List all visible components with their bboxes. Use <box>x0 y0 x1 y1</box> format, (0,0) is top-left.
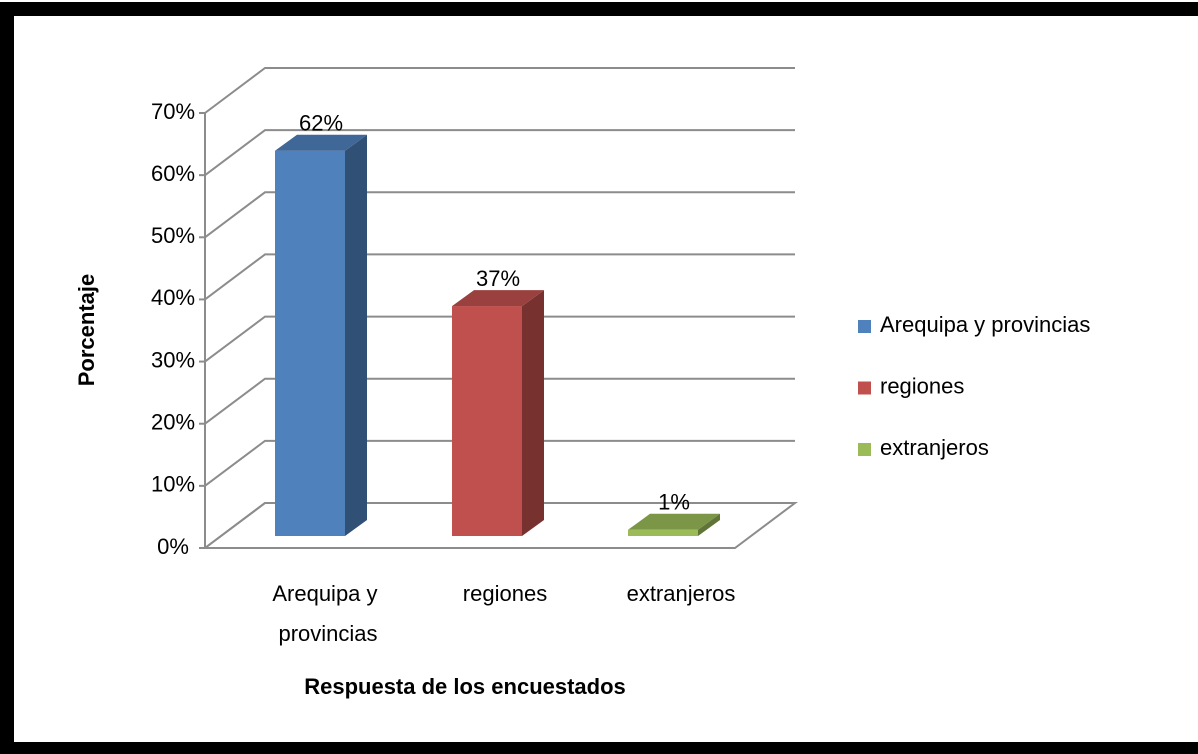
bar-front <box>275 150 345 536</box>
legend-label: regiones <box>880 373 964 398</box>
value-label: 1% <box>658 490 690 515</box>
legend-swatch <box>858 381 871 395</box>
y-tick-label: 60% <box>151 161 195 186</box>
y-tick-label: 70% <box>151 99 195 124</box>
grid-line <box>204 253 795 301</box>
y-tick-label: 10% <box>151 472 195 497</box>
legend-swatch <box>858 443 871 456</box>
x-tick-line: provincias <box>278 621 377 646</box>
legend-swatch <box>858 320 871 333</box>
x-tick-label: extranjeros <box>627 581 736 606</box>
y-tick-label: 20% <box>151 410 195 435</box>
y-tick-label: 50% <box>151 223 195 248</box>
bar-front <box>452 306 522 536</box>
y-tick-label: 30% <box>151 347 195 372</box>
legend-label: extranjeros <box>880 435 989 460</box>
grid-line <box>204 439 795 487</box>
bar <box>628 513 720 536</box>
bar-side <box>345 134 367 536</box>
x-tick-label: regiones <box>463 581 547 606</box>
grid-line <box>204 191 795 239</box>
value-label: 37% <box>476 266 520 291</box>
value-label: 62% <box>299 111 343 136</box>
bar-side <box>522 290 544 536</box>
x-tick-line: Arequipa y <box>272 581 383 606</box>
grid-line <box>204 502 795 549</box>
y-tick-label: 40% <box>151 285 195 310</box>
bar <box>275 134 367 536</box>
bar-front <box>628 529 698 536</box>
x-tick-label: Arequipa y provincias <box>272 581 383 646</box>
y-axis-title: Porcentaje <box>74 274 99 387</box>
bar <box>452 290 544 536</box>
bar-top <box>452 290 544 307</box>
x-axis-title: Respuesta de los encuestados <box>304 674 626 699</box>
grid-line <box>204 67 795 114</box>
bar-top <box>628 513 720 530</box>
grid-line <box>204 377 795 425</box>
bar-top <box>275 134 367 151</box>
bar-side <box>698 513 720 536</box>
legend-label: Arequipa y provincias <box>880 312 1090 337</box>
y-tick-label: 0% <box>157 534 189 559</box>
grid-line <box>204 129 795 176</box>
grid-line <box>204 315 795 363</box>
